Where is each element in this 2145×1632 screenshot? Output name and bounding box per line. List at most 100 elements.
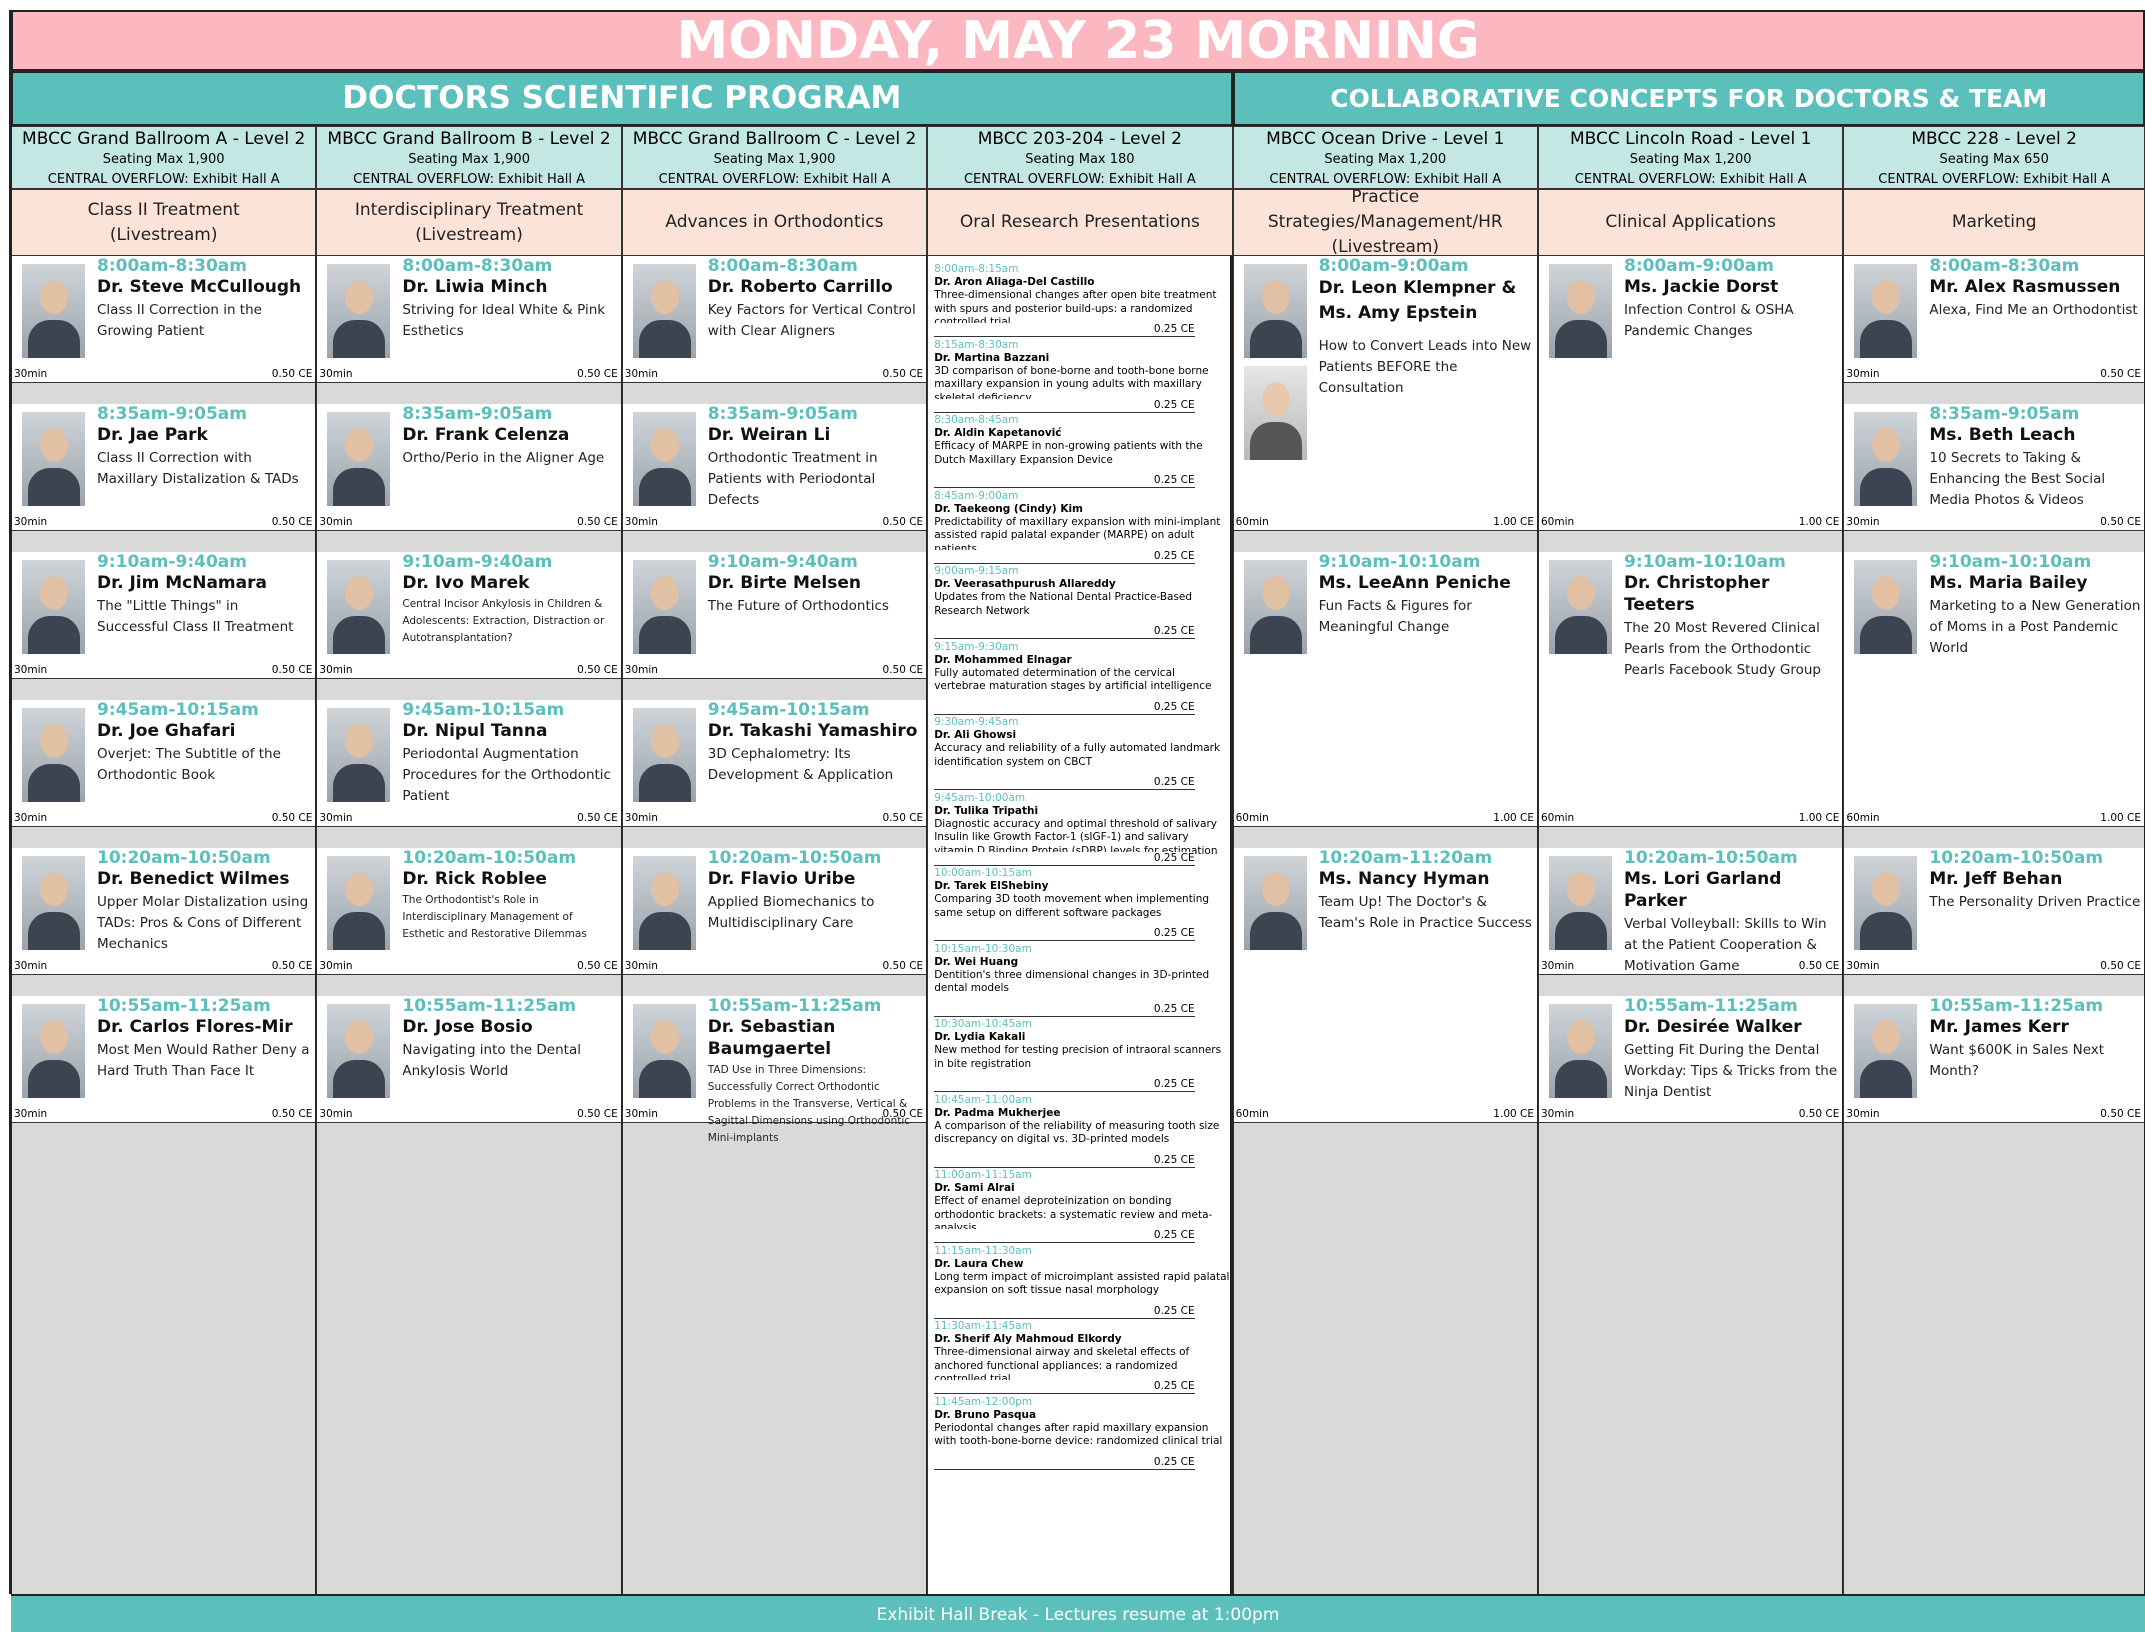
program-header: DOCTORS SCIENTIFIC PROGRAM bbox=[11, 71, 1233, 126]
session-time: 8:00am-8:30am bbox=[707, 256, 858, 276]
photo-body bbox=[638, 764, 691, 802]
session-card: 8:00am-9:00am Dr. Leon Klempner & Ms. Amy… bbox=[1233, 256, 1537, 531]
session-text: 10:55am-11:25am Mr. James Kerr Want $600K … bbox=[1929, 996, 2141, 1082]
speaker-photo bbox=[22, 560, 85, 654]
speaker-photo bbox=[632, 560, 696, 654]
session-duration: 60min bbox=[1541, 516, 1575, 528]
session-text: 10:55am-11:25am Dr. Desirée Walker Getting… bbox=[1624, 996, 1839, 1103]
session-topic: Fun Facts & Figures for Meaningful Chang… bbox=[1318, 598, 1472, 635]
session-duration: 30min bbox=[624, 960, 658, 972]
session-duration: 30min bbox=[319, 664, 353, 676]
photo-head bbox=[1567, 576, 1595, 610]
oral-ce: 0.25 CE bbox=[934, 700, 1195, 715]
oral-speaker: Dr. Bruno Pasqua bbox=[934, 1408, 1037, 1421]
photo-head bbox=[345, 724, 374, 758]
speaker-photo bbox=[22, 708, 85, 802]
session-time: 8:35am-9:05am bbox=[707, 404, 858, 424]
speaker-name: Mr. Jeff Behan bbox=[1929, 869, 2063, 889]
session-card: 10:20am-10:50am Dr. Rick Roblee The Orthod… bbox=[317, 848, 621, 975]
session-duration: 60min bbox=[1235, 1108, 1269, 1120]
session-topic: Most Men Would Rather Deny a Hard Truth … bbox=[97, 1042, 310, 1079]
session-text: 10:55am-11:25am Dr. Jose Bosio Navigating … bbox=[402, 996, 617, 1082]
room-overflow: CENTRAL OVERFLOW: Exhibit Hall A bbox=[658, 172, 891, 187]
session-card: 8:00am-8:30am Dr. Liwia Minch Striving for… bbox=[317, 256, 621, 383]
session-ce: 0.50 CE bbox=[271, 516, 313, 528]
speaker-name: Ms. Jackie Dorst bbox=[1624, 277, 1779, 297]
session-card: 9:10am-10:10am Ms. Maria Bailey Marketing … bbox=[1844, 552, 2144, 827]
photo-body bbox=[333, 912, 386, 950]
session-duration: 30min bbox=[1846, 1108, 1880, 1120]
session-duration: 30min bbox=[319, 516, 353, 528]
session-text: 8:35am-9:05am Ms. Beth Leach 10 Secrets to… bbox=[1929, 404, 2141, 511]
session-topic: Periodontal Augmentation Procedures for … bbox=[402, 746, 611, 804]
speaker-photo bbox=[632, 708, 696, 802]
session-card: 10:20am-10:50am Mr. Jeff Behan The Persona… bbox=[1844, 848, 2144, 975]
oral-time: 11:00am-11:15am bbox=[934, 1169, 1032, 1181]
speaker-photo bbox=[22, 856, 85, 950]
room-header: MBCC Grand Ballroom B - Level 2 Seating M… bbox=[316, 126, 622, 189]
room-header: MBCC Lincoln Road - Level 1 Seating Max 1… bbox=[1538, 126, 1844, 189]
speaker-photo bbox=[22, 412, 85, 506]
oral-time: 11:15am-11:30am bbox=[934, 1244, 1032, 1257]
session-ce: 1.00 CE bbox=[1798, 516, 1840, 528]
session-card: 9:45am-10:15am Dr. Nipul Tanna Periodontal… bbox=[317, 700, 621, 827]
speaker-name: Dr. Flavio Uribe bbox=[707, 869, 856, 889]
photo-body bbox=[1860, 1060, 1913, 1098]
session-text: 8:35am-9:05am Dr. Weiran Li Orthodontic Tr… bbox=[708, 404, 923, 511]
session-time: 10:55am-11:25am bbox=[1624, 996, 1798, 1016]
session-duration: 60min bbox=[1235, 812, 1269, 824]
session-text: 10:20am-10:50am Ms. Lori Garland Parker Ve… bbox=[1624, 848, 1839, 977]
session-ce: 0.50 CE bbox=[882, 812, 924, 824]
session-text: 10:20am-10:50am Mr. Jeff Behan The Persona… bbox=[1929, 848, 2141, 913]
speaker-name: Dr. Benedict Wilmes bbox=[97, 869, 290, 889]
oral-presentation: 9:30am-9:45am Dr. Ali Ghowsi Accuracy and … bbox=[934, 716, 1229, 790]
oral-topic: Updates from the National Dental Practic… bbox=[934, 591, 1193, 617]
photo-head bbox=[345, 1020, 374, 1054]
session-card: 10:20am-11:20am Ms. Nancy Hyman Team Up! T… bbox=[1233, 848, 1537, 1123]
oral-time: 8:45am-9:00am bbox=[934, 489, 1019, 502]
session-topic: The "Little Things" in Successful Class … bbox=[97, 598, 294, 635]
session-time: 10:20am-10:50am bbox=[402, 848, 577, 868]
session-text: 8:00am-8:30am Dr. Liwia Minch Striving for… bbox=[402, 256, 617, 342]
oral-presentation: 8:30am-8:45am Dr. Aldin Kapetanović Effica… bbox=[934, 414, 1229, 488]
track-header: Marketing bbox=[1843, 189, 2145, 256]
session-time: 10:20am-10:50am bbox=[97, 848, 271, 868]
session-time: 9:10am-9:40am bbox=[707, 552, 858, 572]
session-text: 10:55am-11:25am Dr. Sebastian Baumgaertel… bbox=[708, 996, 923, 1147]
speaker-name: Ms. Nancy Hyman bbox=[1318, 869, 1490, 889]
session-time: 9:45am-10:15am bbox=[402, 700, 565, 720]
speaker-name: Dr. Christopher Teeters bbox=[1624, 573, 1770, 615]
session-card: 9:10am-9:40am Dr. Ivo Marek Central Inciso… bbox=[317, 552, 621, 679]
session-duration: 30min bbox=[319, 368, 353, 380]
oral-ce: 0.25 CE bbox=[934, 927, 1195, 941]
session-text: 8:00am-9:00am Dr. Leon Klempner & Ms. Amy… bbox=[1319, 256, 1534, 399]
session-topic: Orthodontic Treatment in Patients with P… bbox=[707, 450, 878, 508]
photo-head bbox=[345, 872, 374, 906]
oral-presentation: 9:15am-9:30am Dr. Mohammed Elnagar Fully a… bbox=[934, 641, 1229, 715]
track-name: (Livestream) bbox=[109, 224, 218, 245]
room-name: MBCC Grand Ballroom C - Level 2 bbox=[632, 129, 917, 149]
session-ce: 0.50 CE bbox=[271, 812, 313, 824]
speaker-photo bbox=[327, 1004, 391, 1098]
photo-head bbox=[1567, 1020, 1595, 1054]
photo-body bbox=[1249, 422, 1302, 460]
oral-time: 10:00am-10:15am bbox=[934, 867, 1032, 879]
session-ce: 1.00 CE bbox=[1493, 516, 1534, 528]
photo-body bbox=[333, 616, 386, 654]
session-card: 10:55am-11:25am Dr. Carlos Flores-Mir Most… bbox=[12, 996, 316, 1123]
session-card: 8:35am-9:05am Dr. Jae Park Class II Correc… bbox=[12, 404, 316, 531]
track-name: Marketing bbox=[1951, 212, 2037, 232]
session-ce: 1.00 CE bbox=[1798, 812, 1840, 824]
photo-body bbox=[1860, 912, 1913, 950]
speaker-name: Ms. LeeAnn Peniche bbox=[1318, 573, 1511, 593]
session-duration: 30min bbox=[319, 960, 353, 972]
speaker-name: Dr. Nipul Tanna bbox=[402, 721, 548, 741]
speaker-name: Dr. Desirée Walker bbox=[1624, 1017, 1802, 1037]
room-seating: Seating Max 1,900 bbox=[102, 152, 225, 167]
session-text: 9:45am-10:15am Dr. Nipul Tanna Periodontal… bbox=[402, 700, 617, 807]
room-seating: Seating Max 1,200 bbox=[1629, 152, 1752, 167]
photo-head bbox=[650, 872, 679, 906]
photo-body bbox=[1555, 912, 1607, 950]
session-time: 10:20am-10:50am bbox=[707, 848, 882, 868]
